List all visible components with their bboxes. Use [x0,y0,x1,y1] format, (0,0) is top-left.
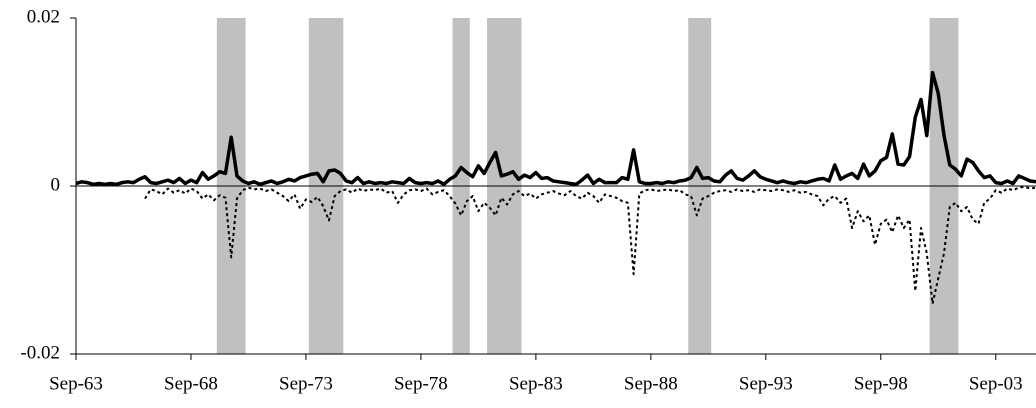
dotted-line [144,185,1036,305]
x-tick-label: Sep-88 [624,373,678,394]
y-tick-label: 0.02 [27,6,60,27]
x-tick-label: Sep-98 [854,373,908,394]
x-tick-label: Sep-03 [969,373,1023,394]
x-tick-label: Sep-78 [394,373,448,394]
x-tick-label: Sep-83 [509,373,563,394]
x-tick-label: Sep-68 [164,373,218,394]
x-tick-label: Sep-73 [279,373,333,394]
solid-line [75,70,1036,187]
y-tick-label: -0.02 [20,342,60,363]
x-tick-label: Sep-63 [49,373,103,394]
y-tick-label: 0 [51,174,61,195]
x-tick-label: Sep-93 [739,373,793,394]
